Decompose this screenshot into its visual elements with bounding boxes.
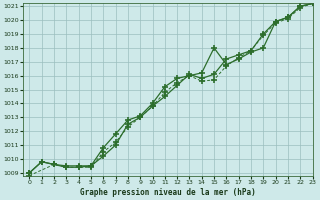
X-axis label: Graphe pression niveau de la mer (hPa): Graphe pression niveau de la mer (hPa) [80,188,256,197]
